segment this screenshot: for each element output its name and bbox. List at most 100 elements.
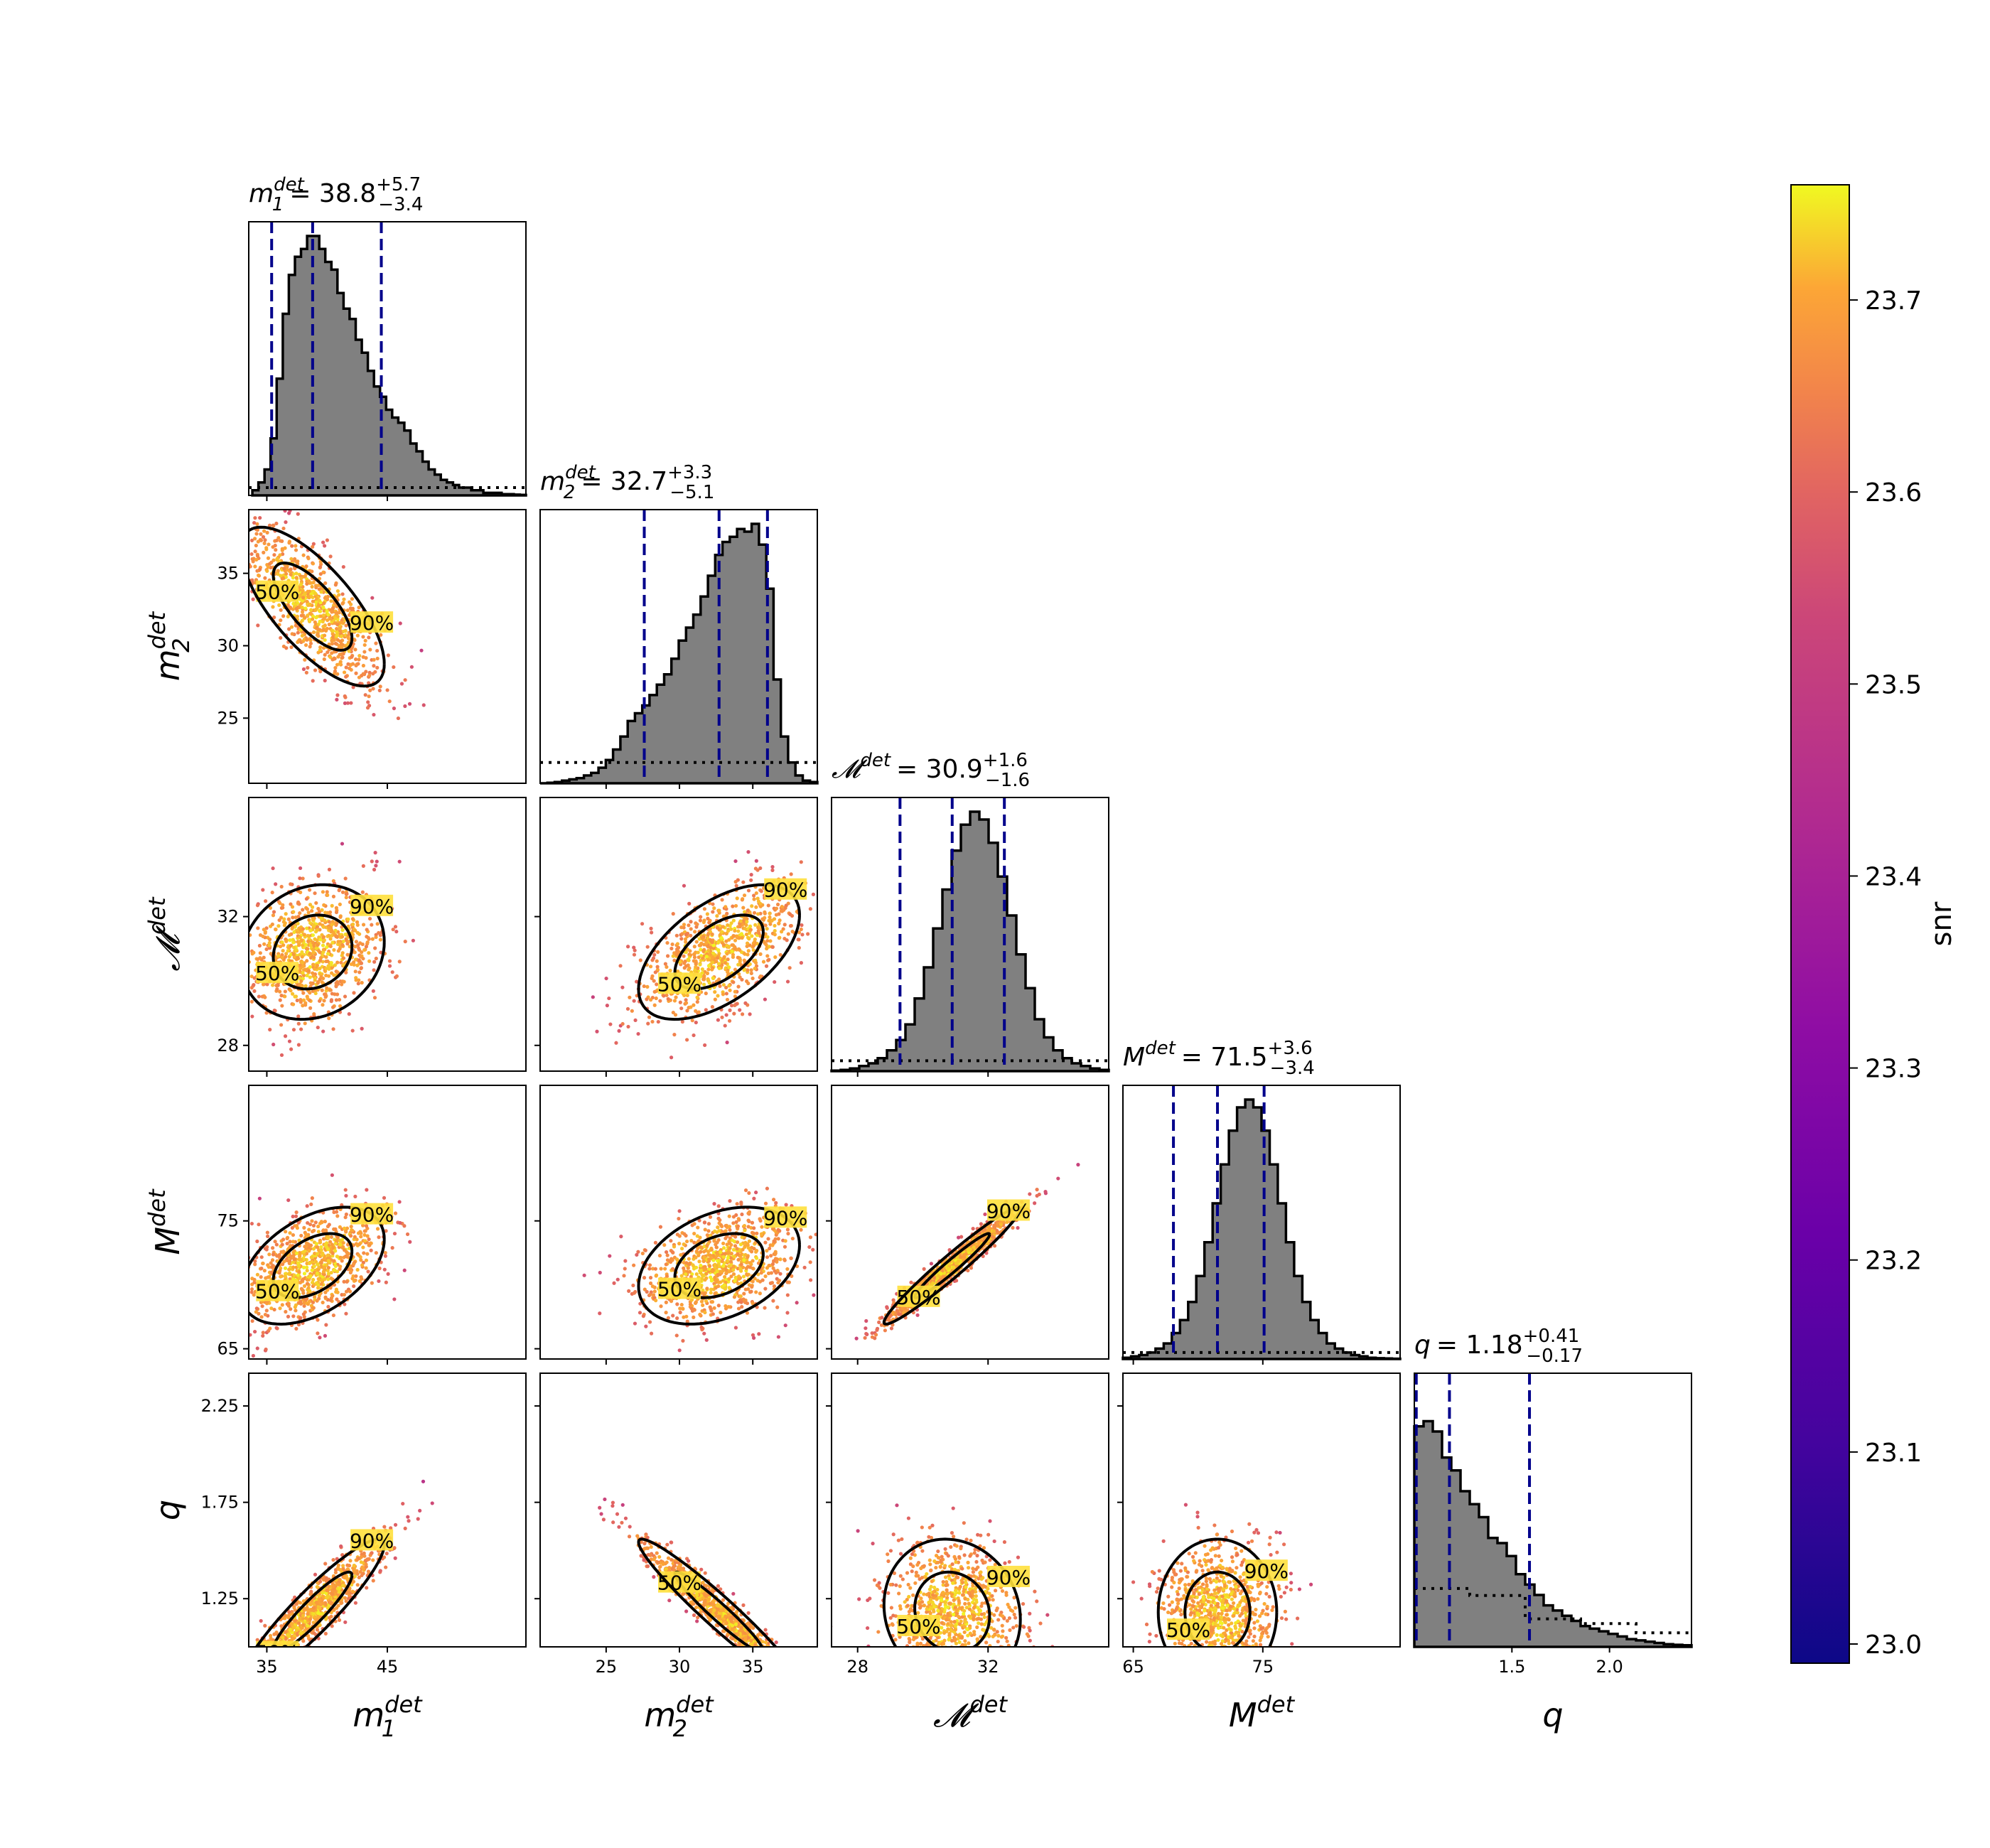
scatter-point — [706, 964, 711, 968]
scatter-point — [765, 1266, 769, 1270]
scatter-point — [348, 666, 352, 671]
scatter-point — [311, 923, 316, 927]
scatter-point — [298, 628, 303, 632]
scatter-point — [323, 1219, 327, 1224]
scatter-point — [240, 1263, 244, 1267]
scatter-point — [289, 1047, 294, 1051]
scatter-point — [763, 997, 768, 1001]
scatter-point — [264, 1347, 268, 1352]
scatter-point — [684, 998, 688, 1002]
scatter-point — [347, 613, 352, 618]
scatter-point — [372, 867, 377, 872]
scatter-point — [287, 1261, 291, 1266]
scatter-point — [749, 1250, 754, 1254]
scatter-point — [315, 596, 319, 601]
scatter-point — [326, 650, 330, 655]
scatter-point — [785, 938, 789, 942]
scatter-point — [305, 1269, 309, 1273]
scatter-point — [664, 1250, 669, 1255]
scatter-point — [249, 986, 254, 990]
scatter-point — [311, 947, 315, 952]
scatter-point — [329, 961, 333, 965]
scatter-point — [257, 1223, 261, 1227]
scatter-point — [684, 1272, 688, 1277]
scatter-point — [294, 948, 298, 952]
scatter-point — [372, 960, 377, 964]
scatter-point — [367, 694, 371, 699]
scatter-point — [367, 937, 371, 941]
scatter-point — [340, 592, 345, 596]
scatter-point — [749, 1225, 753, 1230]
scatter-point — [763, 932, 768, 936]
scatter-point — [725, 997, 730, 1002]
scatter-point — [279, 608, 283, 612]
scatter-point — [290, 905, 295, 909]
scatter-point — [746, 952, 750, 957]
scatter-point — [392, 1297, 397, 1301]
scatter-point — [258, 567, 262, 571]
scatter-point — [347, 1012, 351, 1016]
scatter-point — [356, 662, 360, 666]
scatter-point — [726, 1259, 730, 1263]
scatter-point — [294, 544, 298, 548]
scatter-point — [361, 957, 365, 961]
scatter-point — [675, 942, 680, 946]
scatter-point — [663, 1267, 667, 1271]
scatter-point — [316, 1025, 320, 1030]
scatter-point — [697, 1218, 701, 1223]
scatter-point — [582, 1273, 586, 1277]
scatter-point — [327, 1223, 331, 1227]
scatter-point — [769, 1271, 773, 1275]
scatter-point — [741, 880, 746, 884]
scatter-point — [281, 903, 285, 907]
scatter-point — [318, 619, 322, 624]
scatter-point — [234, 526, 237, 530]
scatter-point — [759, 889, 763, 893]
scatter-point — [354, 1274, 358, 1279]
scatter-point — [300, 598, 304, 603]
scatter-point — [338, 660, 343, 664]
scatter-point — [645, 1289, 649, 1294]
scatter-point — [322, 903, 326, 907]
scatter-point — [320, 1253, 325, 1257]
scatter-point — [327, 920, 331, 924]
scatter-point — [300, 938, 304, 942]
scatter-point — [378, 684, 382, 689]
scatter-point — [677, 1209, 682, 1213]
scatter-point — [595, 1029, 599, 1033]
scatter-point — [265, 1230, 269, 1235]
scatter-point — [740, 977, 744, 982]
scatter-point — [654, 1299, 658, 1303]
scatter-point — [749, 873, 753, 877]
scatter-point — [696, 950, 700, 955]
scatter-point — [710, 1300, 715, 1304]
scatter-point — [311, 1277, 316, 1282]
scatter-point — [302, 1304, 306, 1309]
scatter-point — [655, 967, 660, 972]
scatter-point — [772, 1284, 777, 1289]
scatter-point — [724, 1013, 728, 1017]
scatter-point — [702, 1331, 706, 1336]
scatter-point — [751, 944, 755, 948]
scatter-point — [303, 1003, 308, 1007]
scatter-point — [718, 984, 722, 988]
scatter-point — [403, 704, 407, 709]
scatter-point — [377, 1266, 382, 1271]
scatter-point — [342, 1279, 346, 1284]
scatter-point — [745, 920, 749, 924]
scatter-point — [264, 1247, 269, 1252]
scatter-point — [714, 1286, 718, 1290]
scatter-point — [696, 1246, 700, 1250]
scatter-point — [736, 1306, 741, 1311]
scatter-point — [728, 1259, 733, 1264]
scatter-point — [763, 923, 768, 928]
scatter-point — [300, 605, 304, 610]
scatter-point — [407, 702, 412, 706]
scatter-point — [318, 571, 323, 576]
scatter-point — [317, 1265, 321, 1269]
scatter-point — [671, 954, 675, 958]
scatter-point — [314, 1242, 319, 1246]
scatter-point — [279, 618, 283, 623]
scatter-point — [682, 1242, 686, 1247]
scatter-point — [318, 1240, 323, 1245]
